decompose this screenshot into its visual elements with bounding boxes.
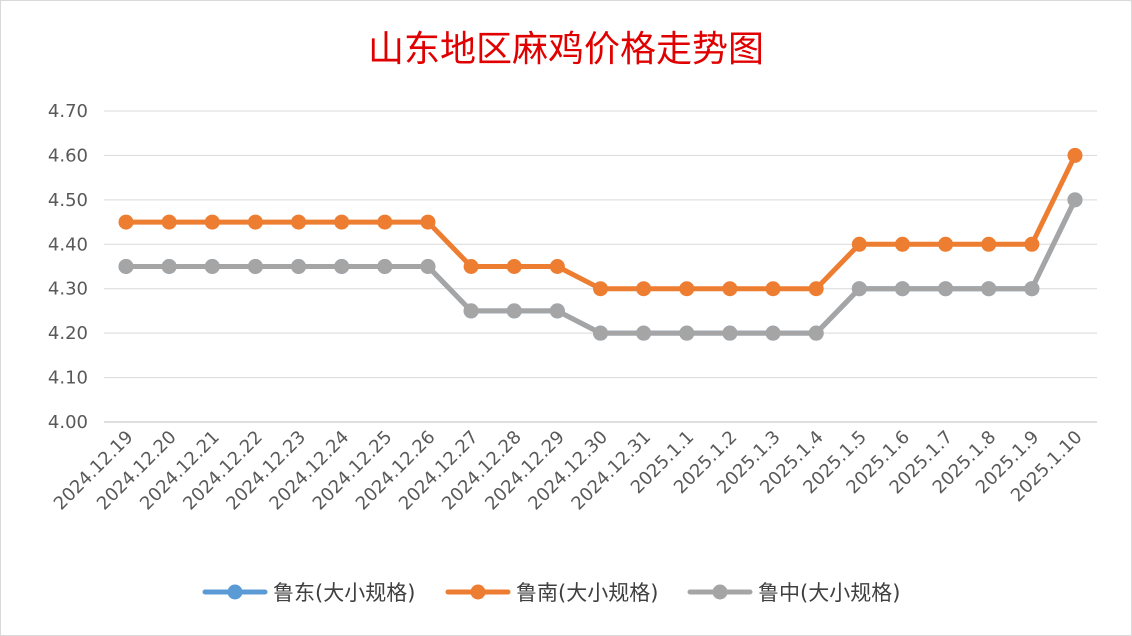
data-point [118, 259, 134, 274]
data-point [463, 259, 479, 274]
legend-item: 鲁中(大小规格) [687, 581, 900, 605]
data-point [1024, 236, 1040, 252]
data-point [593, 281, 608, 297]
data-point [679, 325, 695, 341]
data-point [204, 214, 220, 230]
y-tick-label: 4.60 [48, 145, 88, 166]
data-point [938, 236, 954, 252]
data-point [722, 281, 738, 297]
y-tick-label: 4.30 [48, 279, 88, 300]
data-point [894, 236, 910, 252]
series-2 [118, 192, 1083, 341]
y-tick-label: 4.20 [48, 323, 88, 344]
data-point [851, 281, 867, 297]
data-point [334, 214, 350, 230]
y-tick-label: 4.50 [48, 190, 88, 211]
data-point [247, 259, 263, 274]
legend-swatch-marker [712, 584, 728, 600]
data-point [765, 325, 781, 341]
data-point [549, 303, 565, 319]
y-tick-label: 4.40 [48, 234, 88, 255]
data-point [420, 214, 436, 230]
legend-label: 鲁东(大小规格) [273, 581, 415, 605]
data-point [808, 325, 824, 341]
data-point [981, 236, 997, 252]
y-tick-label: 4.00 [48, 412, 88, 433]
data-point [506, 259, 522, 274]
data-point [506, 303, 522, 319]
legend-item: 鲁东(大小规格) [202, 581, 415, 605]
data-point [593, 325, 608, 341]
data-point [463, 303, 479, 319]
data-point [334, 259, 350, 274]
data-point [377, 214, 393, 230]
data-point [161, 214, 177, 230]
data-point [420, 259, 436, 274]
y-tick-label: 4.70 [48, 101, 88, 122]
data-point [765, 281, 781, 297]
data-point [1024, 281, 1040, 297]
data-point [636, 325, 652, 341]
data-point [981, 281, 997, 297]
data-point [161, 259, 177, 274]
legend-label: 鲁南(大小规格) [516, 581, 658, 605]
y-tick-label: 4.10 [48, 368, 88, 389]
data-point [808, 281, 824, 297]
data-point [851, 236, 867, 252]
data-point [204, 259, 220, 274]
series-1 [118, 147, 1083, 297]
data-point [938, 281, 954, 297]
data-point [679, 281, 695, 297]
legend-swatch-marker [227, 584, 243, 600]
data-point [722, 325, 738, 341]
legend-label: 鲁中(大小规格) [758, 581, 900, 605]
data-point [636, 281, 652, 297]
legend-item: 鲁南(大小规格) [445, 581, 658, 605]
legend-swatch-marker [470, 584, 486, 600]
data-point [247, 214, 263, 230]
data-point [894, 281, 910, 297]
data-point [1067, 192, 1083, 208]
chart-title: 山东地区麻鸡价格走势图 [367, 29, 764, 70]
data-point [549, 259, 565, 274]
data-point [118, 214, 134, 230]
data-point [377, 259, 393, 274]
data-point [1067, 147, 1083, 163]
data-point [291, 214, 307, 230]
data-point [291, 259, 307, 274]
